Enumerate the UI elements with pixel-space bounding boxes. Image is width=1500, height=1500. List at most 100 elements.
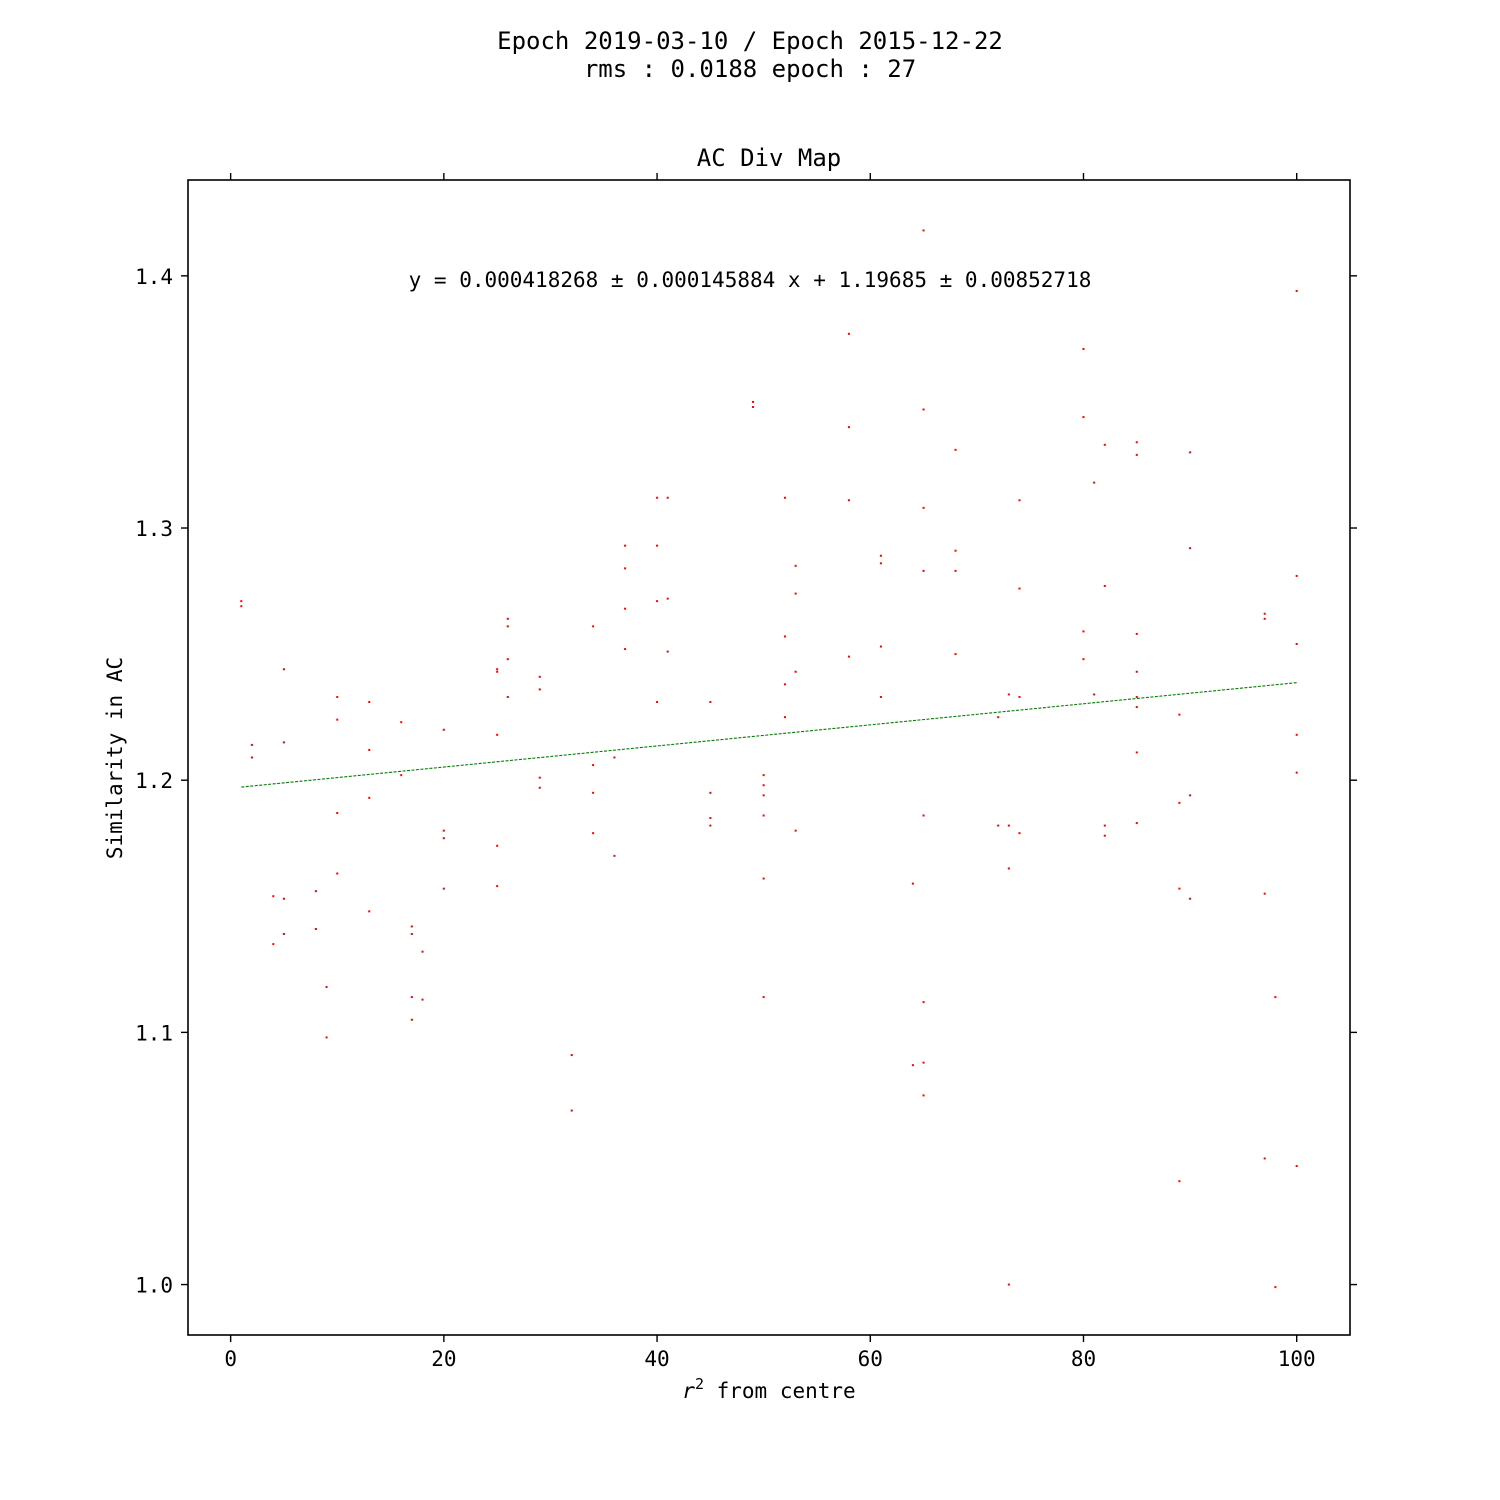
scatter-point [250, 743, 253, 746]
x-tick-label: 100 [1278, 1347, 1316, 1371]
scatter-point [762, 877, 765, 880]
scatter-point [922, 1061, 925, 1064]
scatter-point [240, 605, 243, 608]
scatter-point [762, 996, 765, 999]
x-tick-label: 0 [224, 1347, 237, 1371]
y-tick-label: 1.4 [135, 265, 173, 289]
scatter-point [1018, 695, 1021, 698]
scatter-point [656, 600, 659, 603]
scatter-point [1178, 887, 1181, 890]
scatter-point [336, 872, 339, 875]
scatter-point [794, 670, 797, 673]
scatter-point [538, 786, 541, 789]
scatter-point [752, 405, 755, 408]
scatter-point [592, 625, 595, 628]
scatter-point [325, 1036, 328, 1039]
scatter-point [272, 895, 275, 898]
scatter-point [656, 701, 659, 704]
scatter-point [762, 784, 765, 787]
scatter-point [1135, 822, 1138, 825]
scatter-point [954, 448, 957, 451]
x-axis-label-rest: from centre [704, 1379, 856, 1403]
x-tick-label: 20 [431, 1347, 456, 1371]
scatter-point [783, 635, 786, 638]
scatter-point [1189, 451, 1192, 454]
scatter-point [1103, 585, 1106, 588]
scatter-point [922, 506, 925, 509]
scatter-point [496, 885, 499, 888]
scatter-point [954, 653, 957, 656]
x-axis-label: r2 from centre [682, 1375, 855, 1403]
scatter-point [368, 701, 371, 704]
scatter-point [709, 701, 712, 704]
scatter-point [1295, 1165, 1298, 1168]
scatter-point [1093, 693, 1096, 696]
scatter-point [922, 814, 925, 817]
scatter-point [410, 925, 413, 928]
scatter-point [613, 854, 616, 857]
scatter-point [314, 927, 317, 930]
scatter-point [442, 728, 445, 731]
scatter-point [538, 776, 541, 779]
scatter-point [282, 668, 285, 671]
scatter-point [997, 824, 1000, 827]
scatter-point [783, 716, 786, 719]
scatter-point [794, 564, 797, 567]
scatter-point [1103, 443, 1106, 446]
scatter-point [922, 408, 925, 411]
scatter-point [1018, 499, 1021, 502]
scatter-point [1082, 416, 1085, 419]
x-tick-label: 80 [1071, 1347, 1096, 1371]
scatter-point [336, 718, 339, 721]
scatter-point [666, 650, 669, 653]
scatter-point [410, 1018, 413, 1021]
scatter-point [1103, 834, 1106, 837]
scatter-point [656, 544, 659, 547]
scatter-point [1135, 751, 1138, 754]
figure-suptitle-line2: rms : 0.0188 epoch : 27 [583, 55, 917, 83]
scatter-point [922, 1094, 925, 1097]
y-tick-label: 1.1 [135, 1021, 173, 1045]
scatter-point [496, 668, 499, 671]
scatter-point [1093, 481, 1096, 484]
scatter-point [1007, 1283, 1010, 1286]
scatter-point [666, 597, 669, 600]
fit-line [241, 682, 1297, 788]
scatter-point [847, 332, 850, 335]
scatter-point [496, 844, 499, 847]
scatter-point [368, 796, 371, 799]
scatter-point [624, 607, 627, 610]
scatter-point [272, 943, 275, 946]
scatter-point [442, 829, 445, 832]
scatter-point [1295, 771, 1298, 774]
scatter-point [1263, 1157, 1266, 1160]
scatter-point [1263, 617, 1266, 620]
x-tick-label: 60 [858, 1347, 883, 1371]
scatter-point [250, 756, 253, 759]
scatter-point [282, 933, 285, 936]
scatter-point [794, 592, 797, 595]
scatter-point [709, 824, 712, 827]
scatter-point [783, 496, 786, 499]
scatter-point [592, 832, 595, 835]
scatter-point [613, 756, 616, 759]
scatter-point [282, 897, 285, 900]
scatter-point [410, 996, 413, 999]
scatter-point [1135, 453, 1138, 456]
scatter-point [421, 950, 424, 953]
scatter-point [911, 882, 914, 885]
scatter-point [1135, 695, 1138, 698]
scatter-point [847, 655, 850, 658]
x-axis-label-superscript: 2 [695, 1375, 704, 1393]
scatter-point [368, 748, 371, 751]
scatter-point [922, 229, 925, 232]
scatter-point [847, 499, 850, 502]
scatter-point [1135, 706, 1138, 709]
scatter-point [954, 569, 957, 572]
scatter-point [1295, 574, 1298, 577]
chart-title: AC Div Map [697, 144, 842, 172]
scatter-point [709, 817, 712, 820]
scatter-point [1295, 733, 1298, 736]
y-axis-label: Similarity in AC [103, 657, 127, 859]
